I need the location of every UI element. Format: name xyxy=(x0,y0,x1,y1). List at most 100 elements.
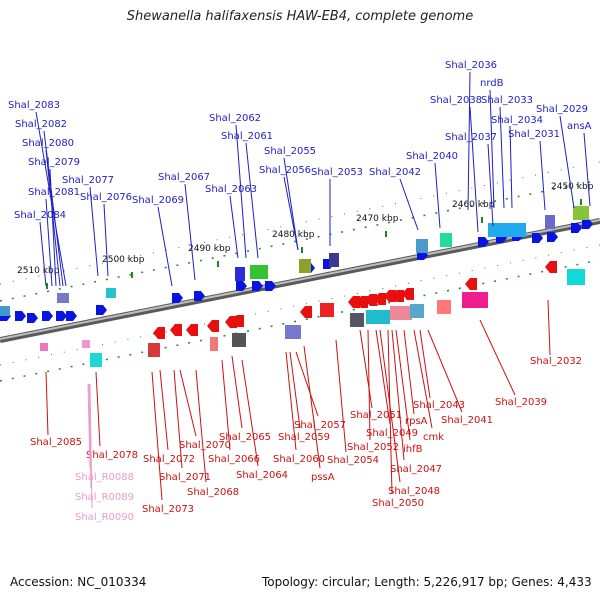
leader-line xyxy=(229,195,239,259)
leader-line xyxy=(547,299,551,356)
forward-gene-arrow xyxy=(582,219,593,229)
gene-label: ansA xyxy=(567,121,592,132)
reverse-gene-arrow xyxy=(402,288,414,300)
gene-label: Shal_2069 xyxy=(132,195,184,206)
leader-line xyxy=(395,329,411,441)
leader-line xyxy=(335,339,347,453)
tick-label: 2450 kbp xyxy=(551,182,594,192)
gene-label: Shal_2047 xyxy=(390,464,442,475)
leader-line xyxy=(583,132,591,207)
accession-text: Accession: NC_010334 xyxy=(10,575,147,589)
gene-label: cmk xyxy=(423,432,444,443)
gene-layer xyxy=(0,206,593,367)
gene-block xyxy=(410,304,424,318)
reverse-gene-arrow xyxy=(186,324,198,336)
leader-line xyxy=(479,319,516,396)
gene-label: Shal_2072 xyxy=(143,454,195,465)
gene-label: Shal_2059 xyxy=(278,432,330,443)
gene-label: Shal_2057 xyxy=(294,420,346,431)
leader-line xyxy=(427,329,463,413)
gene-block xyxy=(40,343,48,351)
gene-block xyxy=(148,343,160,357)
leader-line xyxy=(159,369,169,451)
gene-label: Shal_2073 xyxy=(142,504,194,515)
gene-label: Shal_2061 xyxy=(221,131,273,142)
forward-gene-arrow xyxy=(236,281,247,291)
leader-line xyxy=(367,329,371,441)
leader-line xyxy=(295,351,319,417)
gene-label: Shal_2042 xyxy=(369,167,421,178)
leader-line xyxy=(391,329,405,461)
gene-label: Shal_2082 xyxy=(15,119,67,130)
leader-line xyxy=(413,329,433,429)
leader-line xyxy=(87,383,91,469)
leader-line xyxy=(285,351,297,451)
leader-line xyxy=(403,329,415,415)
leader-line xyxy=(221,359,231,451)
tick-label: 2460 kbp xyxy=(452,200,495,210)
gene-block xyxy=(567,269,585,285)
gene-label: Shal_2037 xyxy=(445,132,497,143)
leader-line xyxy=(419,329,431,399)
gene-block xyxy=(320,303,334,317)
gene-label: Shal_2062 xyxy=(209,113,261,124)
gene-label: Shal_2065 xyxy=(219,432,271,443)
gene-label: Shal_2032 xyxy=(530,356,582,367)
leader-line xyxy=(359,329,373,409)
gene-label: Shal_2054 xyxy=(327,455,379,466)
gene-label: Shal_R0088 xyxy=(75,472,134,483)
gene-block xyxy=(545,215,555,229)
gene-block xyxy=(416,239,428,253)
forward-gene-arrow xyxy=(478,237,489,247)
leader-line xyxy=(89,186,99,277)
gene-block xyxy=(437,300,451,314)
gene-label: Shal_R0089 xyxy=(75,492,134,503)
reverse-gene-arrow xyxy=(232,315,244,327)
leader-line xyxy=(103,203,109,277)
gene-label: Shal_2083 xyxy=(8,100,60,111)
forward-gene-arrow xyxy=(96,305,107,315)
gene-label: Shal_2071 xyxy=(159,472,211,483)
leader-line xyxy=(487,143,494,227)
gene-label: Shal_2034 xyxy=(491,115,543,126)
tick-label: 2480 kbp xyxy=(272,230,315,240)
leader-line xyxy=(39,221,47,287)
gene-label: Shal_2060 xyxy=(273,454,325,465)
gene-block xyxy=(106,288,116,298)
leader-line xyxy=(49,168,57,287)
gene-label: Shal_2063 xyxy=(205,184,257,195)
leader-line xyxy=(399,178,419,231)
gene-label: Shal_2055 xyxy=(264,146,316,157)
forward-gene-arrow xyxy=(252,281,263,291)
leader-line xyxy=(245,142,259,259)
gene-label: nrdB xyxy=(480,78,504,89)
gene-block xyxy=(440,233,452,247)
gene-label: Shal_2051 xyxy=(350,410,402,421)
leader-line xyxy=(489,89,495,209)
reverse-gene-arrow xyxy=(356,296,368,308)
reverse-gene-arrow xyxy=(153,327,165,339)
gene-label: Shal_2053 xyxy=(311,167,363,178)
forward-gene-arrow xyxy=(172,293,183,303)
leader-line xyxy=(434,162,441,229)
forward-gene-arrow xyxy=(42,311,53,321)
gene-label: Shal_2031 xyxy=(508,129,560,140)
leader-line xyxy=(179,369,197,437)
leader-line xyxy=(467,71,471,211)
gene-block xyxy=(90,353,102,367)
reverse-gene-arrow xyxy=(465,278,477,290)
gene-label: ihfB xyxy=(403,444,423,455)
gene-block xyxy=(0,306,10,316)
forward-gene-arrow xyxy=(27,313,38,323)
gene-block xyxy=(250,265,268,279)
leader-line xyxy=(375,329,391,425)
reverse-gene-arrow xyxy=(170,324,182,336)
reverse-gene-arrow xyxy=(545,261,557,273)
gene-block xyxy=(82,340,90,348)
gene-label: Shal_2056 xyxy=(259,165,311,176)
gene-label: rpsA xyxy=(405,416,428,427)
gene-label: Shal_2049 xyxy=(366,428,418,439)
gene-label: pssA xyxy=(311,472,335,483)
label-layer: 2450 kbp 2460 kbp 2470 kbp 2480 kbp 2490 kbp… xyxy=(8,60,594,523)
gene-label: Shal_2029 xyxy=(536,104,588,115)
